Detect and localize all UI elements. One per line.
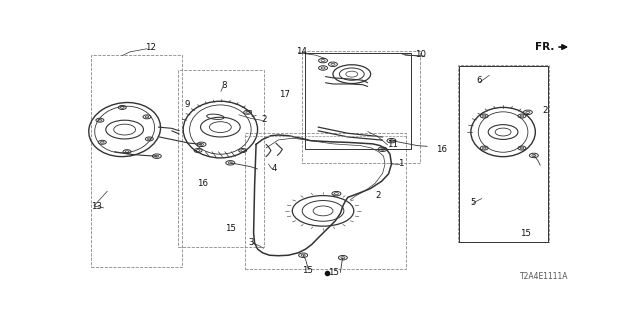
Text: 15: 15	[225, 224, 236, 233]
Text: 6: 6	[477, 76, 483, 85]
Bar	[305, 53, 412, 149]
Text: 5: 5	[470, 198, 476, 207]
Text: 11: 11	[387, 140, 397, 149]
Text: 8: 8	[222, 82, 227, 91]
Text: 12: 12	[145, 43, 156, 52]
Bar	[460, 66, 548, 243]
Text: 13: 13	[91, 202, 102, 211]
Text: 14: 14	[296, 47, 307, 56]
Bar	[301, 51, 420, 163]
Bar	[458, 65, 548, 243]
Text: 15: 15	[520, 229, 531, 238]
Bar	[91, 55, 182, 267]
Text: 15: 15	[328, 268, 339, 277]
Text: 17: 17	[280, 90, 291, 99]
Text: FR.: FR.	[535, 42, 555, 52]
Text: 10: 10	[415, 50, 426, 59]
Text: T2A4E1111A: T2A4E1111A	[520, 272, 568, 281]
Text: 4: 4	[271, 164, 277, 173]
Text: 1: 1	[399, 159, 404, 168]
Bar	[245, 132, 406, 269]
Text: 16: 16	[436, 145, 447, 154]
Bar	[178, 70, 264, 247]
Text: 16: 16	[196, 179, 207, 188]
Text: 15: 15	[302, 266, 313, 275]
Text: 2: 2	[542, 106, 548, 115]
Text: 9: 9	[184, 100, 189, 109]
Text: 2: 2	[375, 191, 381, 200]
Text: 3: 3	[249, 238, 254, 247]
Text: 2: 2	[261, 115, 266, 124]
